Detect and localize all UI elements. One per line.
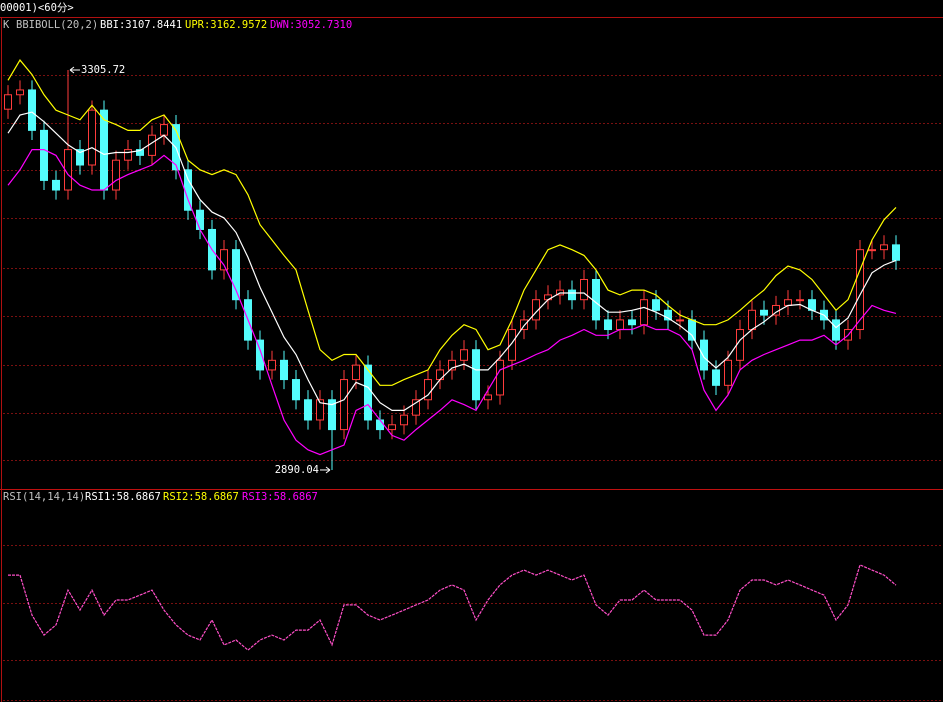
legend-name: UPR: [185,19,210,31]
candle-body [52,179,60,191]
candle-body [616,319,624,331]
candle-body [136,149,144,156]
candle-body [700,339,708,371]
candle-body [724,359,732,386]
candle-body [568,289,576,301]
candle-body [592,278,600,321]
legend-entry: RSI1:58.6867 [85,491,161,503]
candle-body [628,319,636,326]
legend-label: BBIBOLL(20,2) [16,19,98,31]
candle-body [88,109,96,166]
candle-body [16,89,24,96]
candle-body [580,278,588,301]
candle-body [112,159,120,191]
candle-body [892,244,900,261]
legend-name: RSI1: [85,491,117,503]
candle-body [796,299,804,302]
candle-body [340,379,348,431]
candle-body [40,129,48,181]
candle-body [328,399,336,431]
candle-body [148,134,156,156]
candle-body [472,349,480,401]
candle-body [508,329,516,361]
legend-value: 3162.9572 [210,19,267,31]
arrow-head [69,66,75,74]
candle-body [532,299,540,321]
legend-name: RSI2: [163,491,195,503]
candle-body [784,299,792,306]
candle-body [304,399,312,421]
candle-body [448,359,456,371]
candle-body [352,364,360,381]
candle-body [232,249,240,301]
legend-value: 3107.8441 [125,19,182,31]
candle-body [436,369,444,381]
candle-body [760,309,768,316]
candle-body [832,319,840,341]
legend-entry: BBI:3107.8441 [100,19,182,31]
candle-body [412,399,420,416]
indicator-line [8,564,897,651]
indicator-line [7,149,897,456]
candle-body [868,249,876,252]
legend-value: 58.6867 [274,491,318,503]
candle-body [388,424,396,431]
window-title: 00001)<60分> [0,2,74,14]
legend-entry: RSI2:58.6867 [163,491,239,503]
candle-body [604,319,612,331]
candle-body [4,94,12,110]
legend-value: 3052.7310 [295,19,352,31]
legend-entry: UPR:3162.9572 [185,19,267,31]
candle-body [880,244,888,251]
candle-body [376,419,384,431]
candle-body [400,414,408,426]
candle-body [28,89,36,131]
candle-body [160,124,168,136]
candle-body [496,359,504,396]
candle-body [124,149,132,161]
legend-entry: RSI3:58.6867 [242,491,318,503]
candle-body [520,319,528,331]
candle-body [256,339,264,371]
candle-body [652,299,660,311]
candle-body [712,369,720,386]
candle-body [676,319,684,322]
candle-body [280,359,288,381]
candle-body [688,319,696,341]
indicator-line [7,111,897,411]
arrow-head [325,466,331,474]
candle-body [220,249,228,271]
candle-body [292,379,300,401]
candle-body [268,359,276,371]
candle-body [460,349,468,361]
legend-value: 58.6867 [117,491,161,503]
candle-body [748,309,756,331]
candle-body [664,309,672,321]
candle-body [100,109,108,191]
legend-name: BBI: [100,19,125,31]
candle-body [316,399,324,421]
indicator-line [7,59,897,386]
candle-body [484,394,492,401]
candle-body [76,149,84,166]
low-label: 2890.04 [275,464,319,476]
candle-body [196,209,204,230]
high-label: 3305.72 [81,64,125,76]
indicator-title: RSI(14,14,14) [3,491,85,503]
candle-body [736,329,744,361]
legend-name: RSI3: [242,491,274,503]
legend-name: DWN: [270,19,295,31]
legend-entry: DWN:3052.7310 [270,19,352,31]
candle-body [640,299,648,326]
legend-label: K [3,19,10,31]
legend-value: 58.6867 [195,491,239,503]
